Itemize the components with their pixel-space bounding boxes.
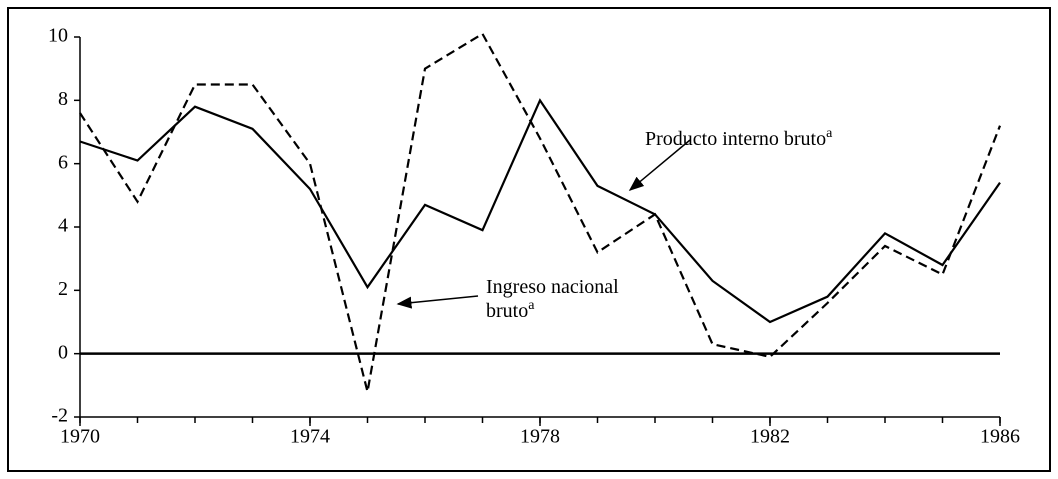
x-tick-label: 1978 (520, 426, 560, 448)
y-tick-label: 0 (58, 341, 68, 363)
y-tick-label: -2 (51, 405, 68, 427)
arrow (396, 295, 479, 309)
label-text: Ingreso nacional bruto (486, 276, 619, 322)
frame (7, 7, 1051, 472)
x-tick-label: 1974 (290, 426, 330, 448)
y-tick-label: 6 (58, 151, 68, 173)
x-tick-label: 1970 (60, 426, 100, 448)
series-line (79, 98, 1001, 324)
x-tick-label: 1982 (750, 426, 790, 448)
y-tick-label: 10 (48, 25, 68, 47)
note-marker: a (826, 126, 833, 141)
series-label: Producto interno brutoa (645, 127, 832, 151)
y-tick-label: 2 (58, 278, 68, 300)
note-marker: a (528, 298, 535, 313)
y-tick-label: 4 (58, 215, 68, 237)
series-label: Ingreso nacional brutoa (486, 275, 666, 323)
series-line (79, 32, 1002, 392)
x-tick-label: 1986 (980, 426, 1020, 448)
y-tick-label: 8 (58, 88, 68, 110)
label-text: Producto interno bruto (645, 128, 827, 150)
arrow (628, 139, 691, 191)
plot: -2 0 2 4 6 8 10 1970 1974 1978 1982 1986 (48, 25, 1020, 448)
